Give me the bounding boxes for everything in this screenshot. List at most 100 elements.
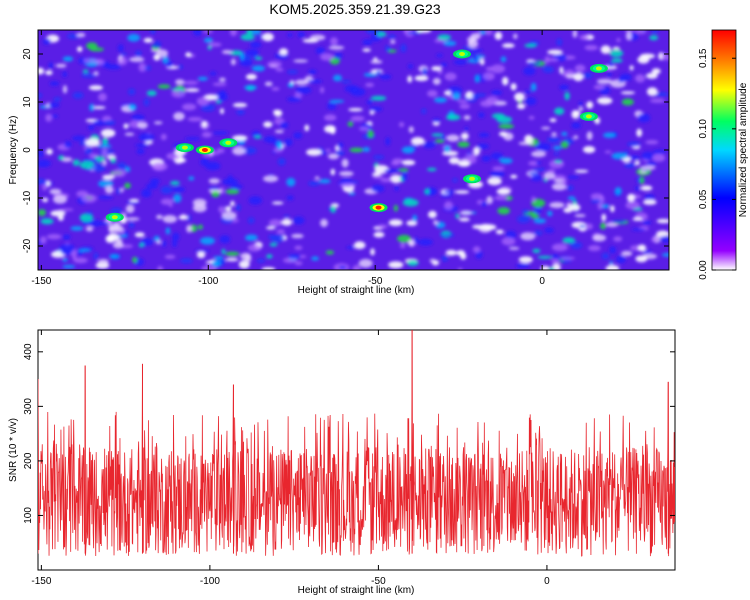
heatmap-blob <box>398 168 409 172</box>
heatmap-blob <box>624 30 637 33</box>
heatmap-blob <box>502 43 515 48</box>
heatmap-blob <box>72 92 84 99</box>
heatmap-blob <box>457 267 463 270</box>
heatmap-blob <box>268 219 283 227</box>
heatmap-blob <box>649 98 666 103</box>
heatmap-blob <box>327 153 339 160</box>
heatmap-blob <box>221 248 226 255</box>
heatmap-blob <box>232 146 246 156</box>
heatmap-blob <box>625 31 632 41</box>
heatmap-blob <box>330 205 337 213</box>
heatmap-blob <box>476 143 490 150</box>
heatmap-blob <box>586 101 594 109</box>
heatmap-blob <box>350 115 365 122</box>
heatmap-blob <box>412 214 418 223</box>
heatmap-blob <box>329 99 345 103</box>
heatmap-blob <box>42 197 49 203</box>
heatmap-blob <box>79 160 95 170</box>
heatmap-blob <box>530 82 537 92</box>
heatmap-blob <box>294 245 303 250</box>
heatmap-blob <box>108 224 114 233</box>
heatmap-blob <box>543 171 556 180</box>
heatmap-blob <box>400 44 407 53</box>
heatmap-blob <box>266 226 276 230</box>
heatmap-blob <box>533 230 543 236</box>
heatmap-blob <box>444 90 452 96</box>
heatmap-x-axis-label: Height of straight line (km) <box>298 285 415 296</box>
heatmap-blob <box>38 159 51 168</box>
heatmap-blob <box>501 237 516 246</box>
heatmap-blob <box>656 218 669 224</box>
heatmap-ticks: -150 -100 -50 0 20 10 0 -10 -20 <box>22 30 669 287</box>
heatmap-blob <box>551 243 568 252</box>
heatmap-blob <box>498 123 515 129</box>
heatmap-blob <box>195 249 210 253</box>
colorbar-tick-label: 0.10 <box>698 119 709 139</box>
heatmap-blob <box>112 241 124 249</box>
heatmap-blob <box>287 82 294 88</box>
heatmap-blob <box>165 61 174 68</box>
heatmap-blob <box>479 30 487 35</box>
heatmap-blob <box>117 44 124 52</box>
heatmap-blob <box>646 87 658 96</box>
heatmap-blob <box>607 62 615 68</box>
heatmap-x-tick-label: 0 <box>539 276 545 287</box>
heatmap-blob <box>277 158 286 166</box>
heatmap-texture <box>38 30 669 270</box>
heatmap-blob <box>99 221 110 226</box>
heatmap-blob <box>652 154 666 162</box>
heatmap-blob <box>635 74 646 83</box>
heatmap-blob <box>245 73 257 80</box>
heatmap-blob <box>603 132 616 138</box>
heatmap-blob <box>100 128 116 138</box>
heatmap-blob <box>62 265 76 269</box>
heatmap-blob <box>58 155 65 161</box>
heatmap-blob <box>211 260 221 268</box>
heatmap-blob <box>554 151 559 156</box>
heatmap-blob <box>85 226 94 232</box>
heatmap-blob <box>565 73 575 79</box>
heatmap-blob <box>162 240 167 248</box>
heatmap-blob <box>446 134 460 142</box>
heatmap-blob <box>487 177 502 186</box>
heatmap-blob <box>320 218 328 228</box>
heatmap-blob <box>348 191 356 196</box>
heatmap-blob <box>427 167 437 172</box>
heatmap-blob <box>480 224 497 231</box>
heatmap-blob <box>562 177 567 187</box>
heatmap-blob <box>556 38 562 46</box>
heatmap-blob <box>162 215 177 223</box>
heatmap-blob <box>452 92 461 100</box>
heatmap-blob <box>459 103 471 110</box>
heatmap-blob <box>559 84 569 91</box>
heatmap-blob <box>200 103 216 112</box>
heatmap-blob <box>286 195 294 201</box>
heatmap-blob <box>98 92 107 102</box>
heatmap-blob <box>431 133 444 137</box>
heatmap-blob <box>572 30 578 38</box>
heatmap-blob <box>129 198 140 203</box>
heatmap-blob <box>597 97 613 105</box>
heatmap-blob <box>596 78 613 84</box>
heatmap-blob <box>618 77 626 83</box>
heatmap-blob <box>651 30 659 34</box>
heatmap-blob <box>81 194 97 203</box>
heatmap-blob <box>642 220 652 225</box>
heatmap-blob <box>508 246 520 250</box>
heatmap-blob <box>271 87 280 91</box>
heatmap-blob <box>548 267 555 270</box>
heatmap-blob <box>494 31 503 40</box>
heatmap-blob <box>441 134 447 140</box>
heatmap-blob <box>55 63 67 68</box>
heatmap-blob <box>112 169 126 178</box>
heatmap-blob <box>267 60 282 68</box>
heatmap-blob <box>328 45 345 50</box>
heatmap-panel: -150 -100 -50 0 20 10 0 -10 -20 Height of straig… <box>8 29 670 296</box>
heatmap-blob <box>138 242 145 248</box>
heatmap-blob <box>401 159 416 166</box>
heatmap-blob <box>588 245 601 252</box>
heatmap-blob <box>213 256 224 260</box>
heatmap-blob <box>182 103 197 111</box>
heatmap-blob <box>338 265 347 270</box>
heatmap-blob <box>642 250 653 255</box>
